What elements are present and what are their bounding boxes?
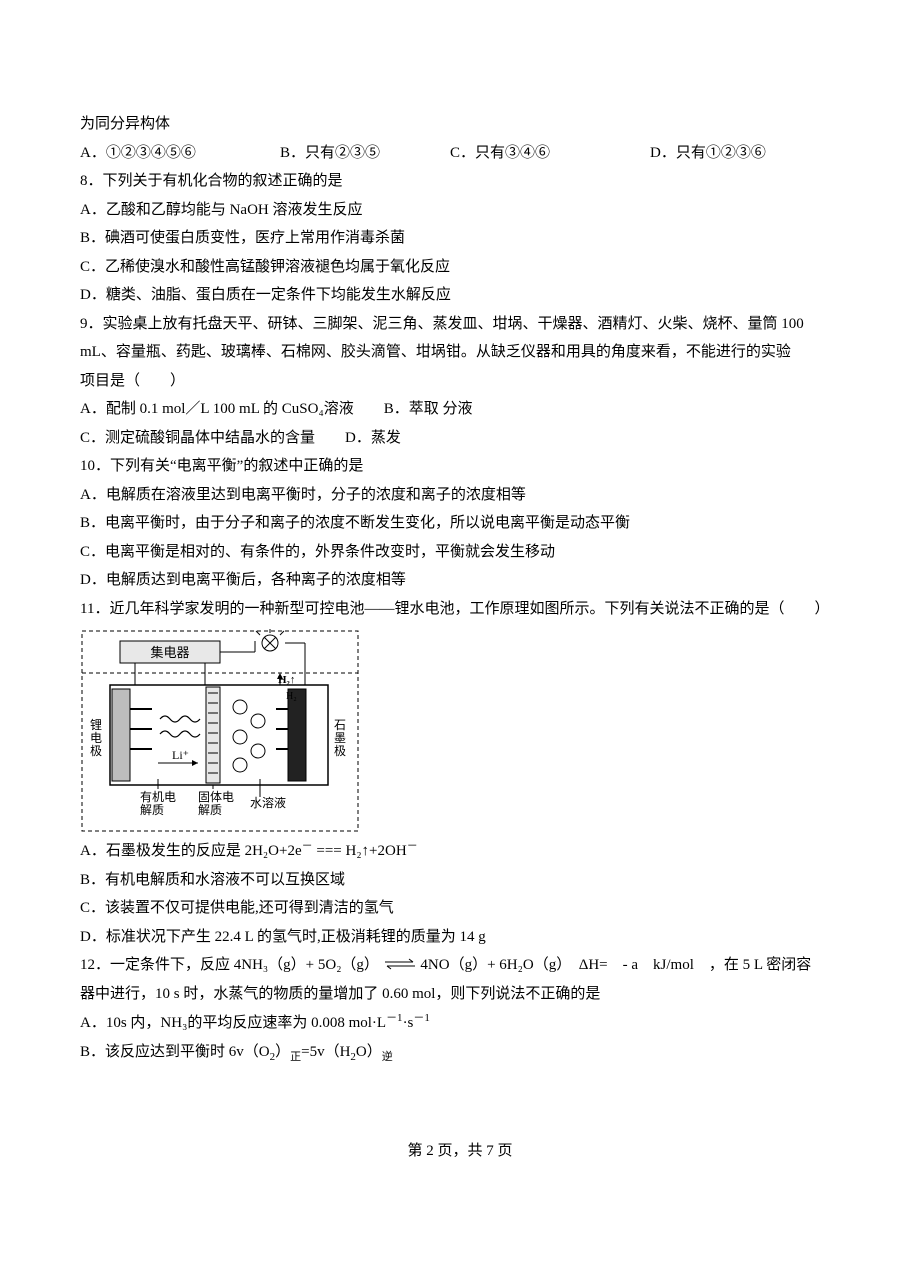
q8-opt-c: C．乙稀使溴水和酸性高锰酸钾溶液褪色均属于氧化反应 [80,253,840,282]
q9-line2: mL、容量瓶、药匙、玻璃棒、石棉网、胶头滴管、坩埚钳。从缺乏仪器和用具的角度来看… [80,338,840,367]
q8-opt-a: A．乙酸和乙醇均能与 NaOH 溶液发生反应 [80,196,840,225]
q11-opt-b: B．有机电解质和水溶液不可以互换区域 [80,866,840,895]
q7-opt-d: D．只有①②③⑥ [650,139,840,168]
q7-opt-c: C．只有③④⑥ [450,139,650,168]
q12-a-s1: －1 [386,1012,403,1024]
q10-opt-d: D．电解质达到电离平衡后，各种离子的浓度相等 [80,566,840,595]
q12-line1: 12．一定条件下，反应 4NH₃（g）+ 5O₂（g） 4NO（g）+ 6H₂O… [80,951,840,980]
fig-label-h2: H₂ [286,691,297,702]
fig-label-collector: 集电器 [150,645,189,660]
q12-b-text: B．该反应达到平衡时 6v（O2）正=5v（H2O）逆 [80,1044,393,1060]
q10-opt-c: C．电离平衡是相对的、有条件的，外界条件改变时，平衡就会发生移动 [80,538,840,567]
q7-opt-b: B．只有②③⑤ [280,139,450,168]
q11-opt-a: A．石墨极发生的反应是 2H₂O+2e－ === H₂↑+2OH－ [80,836,840,866]
page-footer: 第 2 页，共 7 页 [80,1137,840,1166]
q8-opt-d: D．糖类、油脂、蛋白质在一定条件下均能发生水解反应 [80,281,840,310]
q11-figure: 集电器 锂电极 Li⁺ [80,629,840,834]
equilibrium-arrow-icon [383,958,417,970]
q12-l1-pre: 12．一定条件下，反应 4NH₃（g）+ 5O₂（g） [80,957,379,973]
q12-opt-b: B．该反应达到平衡时 6v（O2）正=5v（H2O）逆 [80,1038,840,1068]
q10-opt-a: A．电解质在溶液里达到电离平衡时，分子的浓度和离子的浓度相等 [80,481,840,510]
q12-a-pre: A．10s 内，NH₃的平均反应速率为 0.008 mol·L [80,1015,386,1031]
q11-opt-d: D．标准状况下产生 22.4 L 的氢气时,正极消耗锂的质量为 14 g [80,923,840,952]
q9-line3: 项目是（ ） [80,367,840,396]
q11-a-post: === H₂↑+2OH [313,843,407,859]
fig-label-aqueous: 水溶液 [250,795,286,810]
q10-stem: 10．下列有关“电离平衡”的叙述中正确的是 [80,452,840,481]
q12-l1-post: 4NO（g）+ 6H₂O（g） ΔH= - a kJ/mol ，在 5 L 密闭… [420,957,811,973]
q11-opt-c: C．该装置不仅可提供电能,还可得到清洁的氢气 [80,894,840,923]
continuation-line: 为同分异构体 [80,110,840,139]
fig-label-li-ion: Li⁺ [172,748,189,762]
fig-label-li-electrode: 锂电极 [90,717,102,758]
q12-line2: 器中进行，10 s 时，水蒸气的物质的量增加了 0.60 mol，则下列说法不正… [80,980,840,1009]
q12-opt-a: A．10s 内，NH₃的平均反应速率为 0.008 mol·L－1·s－1 [80,1008,840,1038]
fig-label-organic: 有机电解质 [140,790,176,817]
q9-line1: 9．实验桌上放有托盘天平、研钵、三脚架、泥三角、蒸发皿、坩埚、干燥器、酒精灯、火… [80,310,840,339]
q11-stem: 11．近几年科学家发明的一种新型可控电池——锂水电池，工作原理如图所示。下列有关… [80,595,840,624]
q12-a-s2: －1 [413,1012,430,1024]
q11-a-sup1: － [302,840,313,852]
q11-a-pre: A．石墨极发生的反应是 2H₂O+2e [80,843,302,859]
q9-opts-cd: C．测定硫酸铜晶体中结晶水的含量 D．蒸发 [80,424,840,453]
q7-options: A．①②③④⑤⑥ B．只有②③⑤ C．只有③④⑥ D．只有①②③⑥ [80,139,840,168]
q11-a-sup2: － [407,840,418,852]
q7-opt-a: A．①②③④⑤⑥ [80,139,280,168]
q12-a-mid: ·s [403,1015,414,1031]
fig-label-solid: 固体电解质 [198,790,234,817]
q8-stem: 8．下列关于有机化合物的叙述正确的是 [80,167,840,196]
q10-opt-b: B．电离平衡时，由于分子和离子的浓度不断发生变化，所以说电离平衡是动态平衡 [80,509,840,538]
q8-opt-b: B．碘酒可使蛋白质变性，医疗上常用作消毒杀菌 [80,224,840,253]
fig-label-graphite: 石墨极 [334,718,346,758]
q9-opts-ab: A．配制 0.1 mol／L 100 mL 的 CuSO₄溶液 B．萃取 分液 [80,395,840,424]
